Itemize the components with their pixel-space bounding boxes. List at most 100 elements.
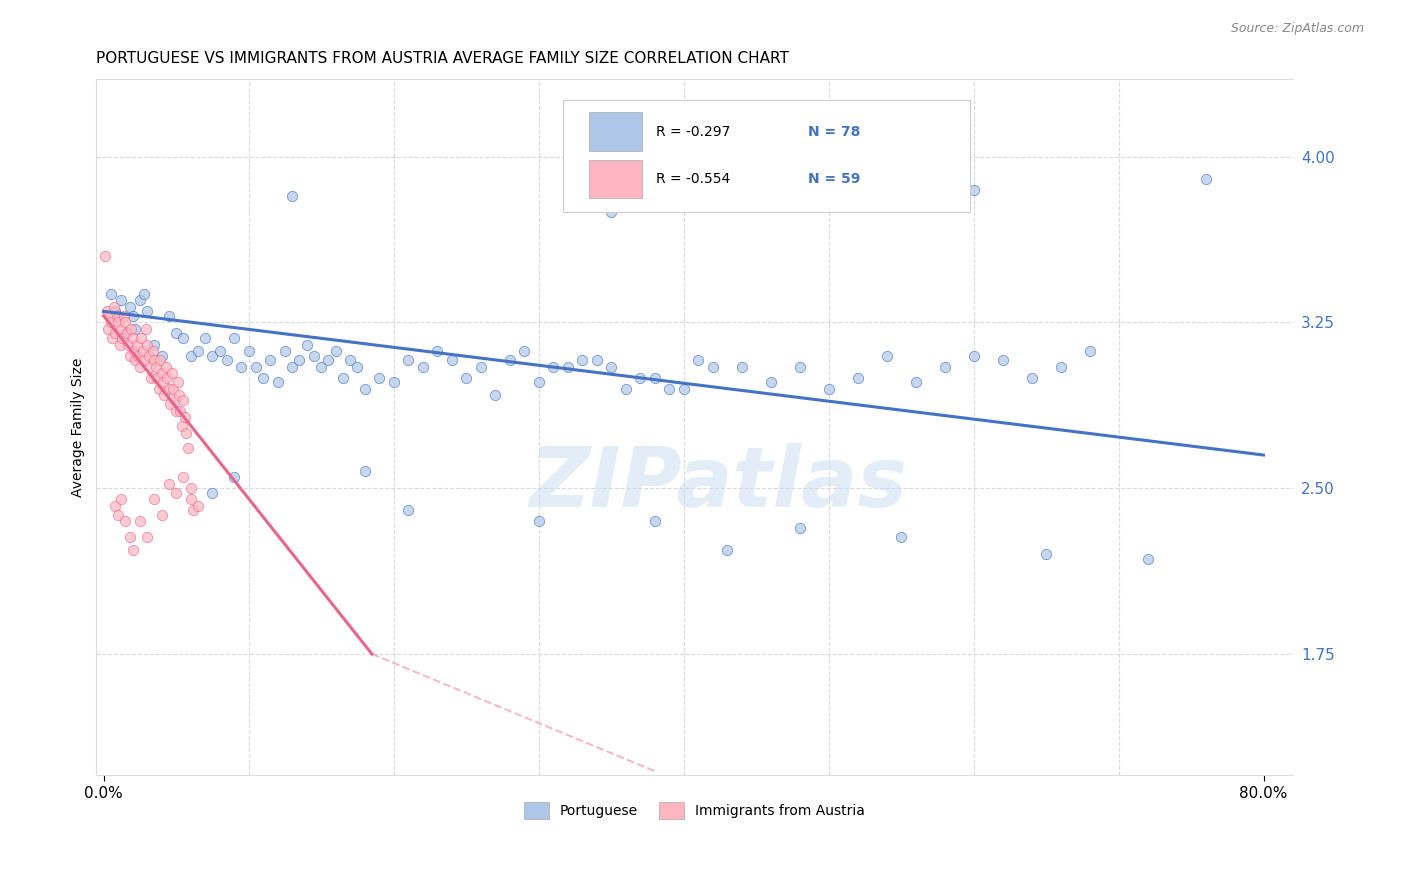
Point [118, 530, 141, 544]
Point [114, 326, 136, 341]
Point [129, 331, 152, 345]
Point [208, 344, 231, 359]
Point [162, 382, 184, 396]
Point [110, 492, 132, 507]
Point [127, 349, 149, 363]
Point [600, 205, 623, 219]
Point [155, 359, 177, 374]
Point [110, 293, 132, 308]
Point [259, 353, 281, 368]
Point [266, 375, 288, 389]
Point [125, 337, 148, 351]
Point [176, 442, 198, 456]
Point [138, 349, 160, 363]
Point [134, 286, 156, 301]
Point [94, 249, 117, 263]
Point [730, 359, 752, 374]
Point [571, 353, 593, 368]
Point [231, 359, 253, 374]
Point [353, 463, 375, 477]
Point [222, 331, 245, 345]
Point [169, 404, 191, 418]
Point [148, 382, 170, 396]
Point [585, 353, 607, 368]
Point [97, 322, 120, 336]
Point [132, 344, 155, 359]
Y-axis label: Average Family Size: Average Family Size [72, 358, 86, 497]
Point [527, 514, 550, 528]
Point [183, 503, 205, 517]
Point [215, 353, 238, 368]
Point [156, 370, 179, 384]
Point [121, 309, 143, 323]
Point [309, 359, 332, 374]
Point [201, 349, 224, 363]
Point [890, 530, 912, 544]
Point [165, 485, 187, 500]
Point [325, 344, 347, 359]
Point [658, 382, 681, 396]
Point [143, 492, 166, 507]
Point [346, 359, 368, 374]
Point [139, 359, 162, 374]
Point [672, 382, 695, 396]
FancyBboxPatch shape [562, 100, 970, 211]
Point [332, 370, 354, 384]
Point [1078, 344, 1101, 359]
Point [281, 359, 304, 374]
Point [180, 481, 202, 495]
Point [115, 326, 138, 341]
Text: Source: ZipAtlas.com: Source: ZipAtlas.com [1230, 22, 1364, 36]
Point [124, 353, 146, 368]
Point [1021, 370, 1043, 384]
Point [702, 359, 724, 374]
Point [128, 359, 150, 374]
Point [157, 476, 180, 491]
Point [143, 337, 166, 351]
Text: R = -0.297: R = -0.297 [657, 125, 731, 138]
Point [114, 315, 136, 329]
Point [302, 349, 325, 363]
Point [159, 397, 181, 411]
Point [382, 375, 405, 389]
Point [110, 322, 132, 336]
Text: ZIPatlas: ZIPatlas [530, 442, 907, 524]
Point [104, 499, 127, 513]
Point [396, 353, 419, 368]
Point [180, 492, 202, 507]
Point [108, 337, 131, 351]
Point [904, 375, 927, 389]
Point [817, 382, 839, 396]
Point [454, 370, 477, 384]
Point [174, 425, 197, 440]
Point [846, 370, 869, 384]
Point [187, 499, 209, 513]
Point [644, 514, 666, 528]
Point [136, 337, 159, 351]
Point [165, 404, 187, 418]
Point [991, 353, 1014, 368]
FancyBboxPatch shape [589, 160, 641, 198]
Point [245, 359, 267, 374]
Point [152, 375, 174, 389]
Point [160, 366, 183, 380]
Point [112, 309, 135, 323]
Point [295, 337, 318, 351]
Point [141, 370, 163, 384]
Point [142, 344, 165, 359]
Point [170, 419, 193, 434]
Point [146, 370, 169, 384]
Point [194, 331, 217, 345]
Point [153, 388, 176, 402]
Point [541, 359, 564, 374]
Point [136, 530, 159, 544]
Point [121, 331, 143, 345]
Point [412, 359, 434, 374]
Point [121, 543, 143, 558]
Point [163, 392, 186, 407]
Point [107, 315, 129, 329]
Point [484, 388, 506, 402]
Point [318, 353, 340, 368]
Point [105, 309, 128, 323]
Point [513, 344, 536, 359]
